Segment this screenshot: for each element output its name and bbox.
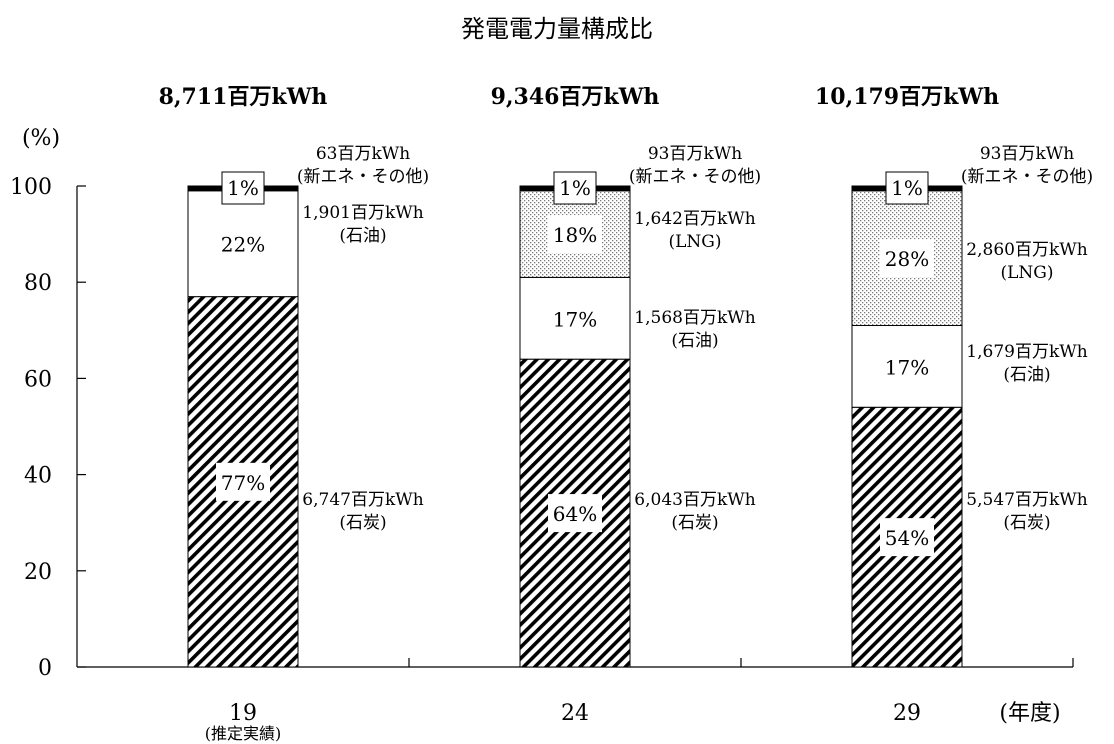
percent-label: 1% <box>227 176 259 200</box>
percent-label: 17% <box>553 307 597 331</box>
y-tick-label: 40 <box>24 464 52 489</box>
percent-label: 54% <box>885 526 929 550</box>
segment-amount-label: 1,642百万kWh <box>634 209 755 229</box>
segment-amount-label: 93百万kWh <box>648 144 742 164</box>
segment-amount-label: 6,747百万kWh <box>302 490 423 510</box>
segment-name-label: (石炭) <box>671 513 718 533</box>
x-tick-label: 29 <box>893 701 921 726</box>
percent-label-box <box>548 215 602 254</box>
percent-label: 1% <box>891 176 923 200</box>
bar-segment-oil <box>851 324 963 408</box>
segment-amount-label: 2,860百万kWh <box>966 240 1087 260</box>
segment-name-label: (新エネ・その他) <box>629 167 761 187</box>
y-tick-label: 80 <box>24 271 52 296</box>
x-tick-sublabel: (推定実績) <box>205 724 282 743</box>
segment-name-label: (新エネ・その他) <box>961 167 1093 187</box>
x-tick-label: 19 <box>229 701 257 726</box>
segment-name-label: (石炭) <box>1003 513 1050 533</box>
percent-label: 17% <box>885 355 929 379</box>
percent-label-box <box>880 518 934 557</box>
y-axis-label: (%) <box>22 126 60 151</box>
segment-name-label: (LNG) <box>1000 263 1053 283</box>
percent-label-box <box>216 462 270 501</box>
percent-label: 1% <box>559 176 591 200</box>
percent-label: 64% <box>553 502 597 526</box>
y-tick-label: 60 <box>24 367 52 392</box>
segment-name-label: (LNG) <box>668 232 721 252</box>
y-tick-label: 20 <box>24 560 52 585</box>
bar-segment-oil <box>519 276 631 360</box>
bar-total-label: 9,346百万kWh <box>491 84 660 110</box>
percent-label-box <box>548 494 602 533</box>
segment-amount-label: 1,901百万kWh <box>302 203 423 223</box>
segment-amount-label: 63百万kWh <box>316 144 410 164</box>
x-tick-label: 24 <box>561 701 589 726</box>
segment-amount-label: 1,679百万kWh <box>966 342 1087 362</box>
percent-label-box <box>221 171 265 205</box>
percent-label: 77% <box>221 471 265 495</box>
percent-label: 18% <box>553 223 597 247</box>
percent-label: 22% <box>221 233 265 257</box>
segment-name-label: (石油) <box>1003 365 1050 385</box>
bar-total-label: 10,179百万kWh <box>815 84 999 110</box>
segment-name-label: (新エネ・その他) <box>297 167 429 187</box>
chart-title: 発電電力量構成比 <box>461 15 653 43</box>
x-axis-unit: (年度) <box>999 701 1060 726</box>
y-tick-label: 0 <box>38 656 52 681</box>
segment-name-label: (石炭) <box>339 513 386 533</box>
percent-label-box <box>880 239 934 278</box>
segment-amount-label: 1,568百万kWh <box>634 308 755 328</box>
percent-label: 28% <box>885 247 929 271</box>
percent-label-box <box>885 171 929 205</box>
percent-label-box <box>553 171 597 205</box>
bar-segment-oil <box>187 190 299 298</box>
segment-amount-label: 6,043百万kWh <box>634 490 755 510</box>
y-tick-label: 100 <box>10 175 52 200</box>
bar-total-label: 8,711百万kWh <box>159 84 328 110</box>
segment-amount-label: 93百万kWh <box>980 144 1074 164</box>
segment-name-label: (石油) <box>671 331 718 351</box>
segment-name-label: (石油) <box>339 226 386 246</box>
segment-amount-label: 5,547百万kWh <box>966 490 1087 510</box>
